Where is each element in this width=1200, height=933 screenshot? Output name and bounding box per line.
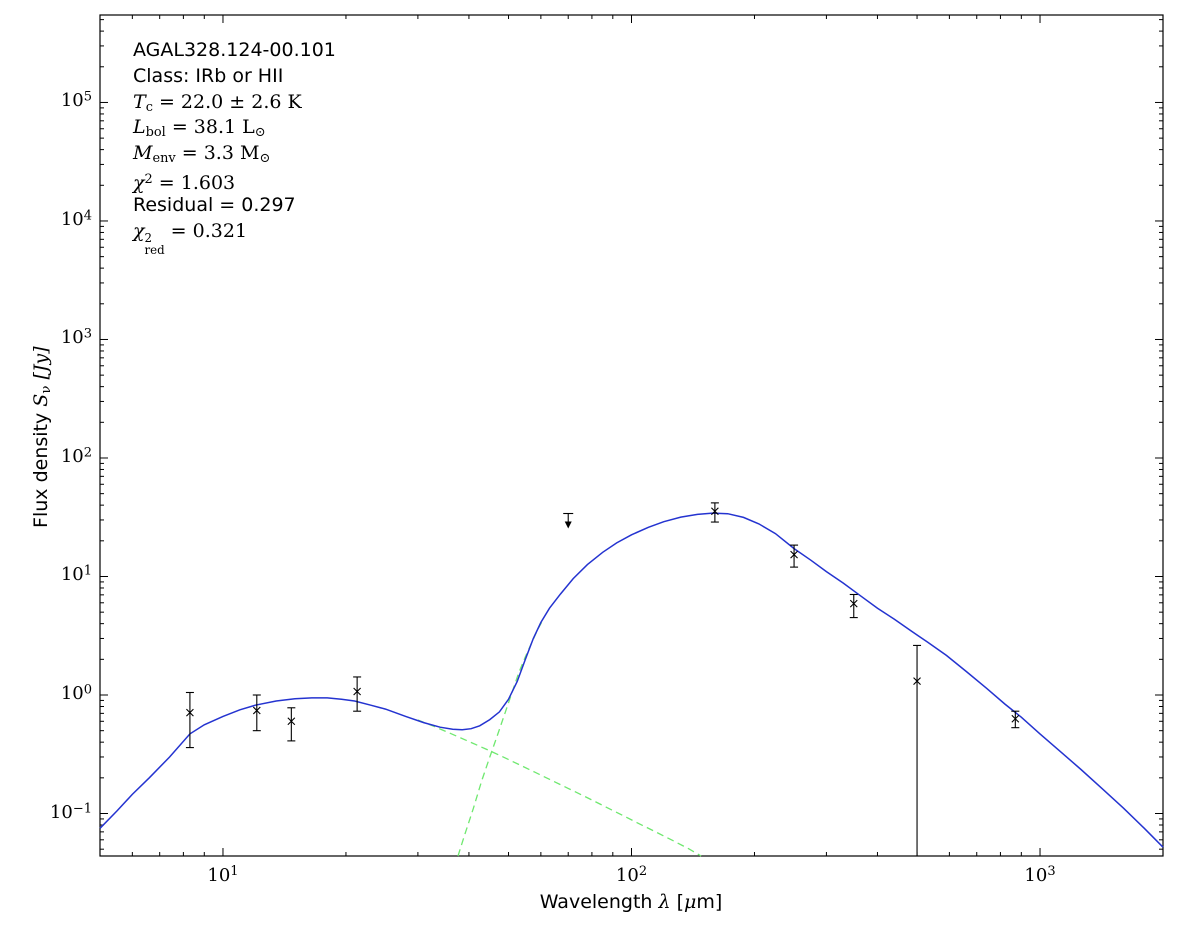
data-point-14.7um (287, 707, 296, 742)
y-tick-label-1e4: 104 (60, 208, 92, 231)
data-point-160um (710, 502, 719, 523)
annotation-source-name: AGAL328.124-00.101 (133, 39, 336, 61)
y-tick-label-1e3: 103 (60, 326, 92, 349)
data-point-21.3um (353, 676, 362, 712)
data-point-250um (790, 544, 799, 568)
y-axis-label: Flux density Sν [Jy] (29, 346, 55, 528)
y-tick-label-1e0: 100 (60, 682, 92, 705)
y-tick-label-1e2: 102 (60, 445, 92, 468)
annotation-envelope-mass: Menv = 3.3 M⊙ (133, 142, 271, 167)
upper-limit-70um (563, 512, 574, 529)
data-points (185, 502, 1020, 856)
annotation-luminosity: Lbol = 38.1 L⊙ (133, 116, 266, 141)
annotation-residual: Residual = 0.297 (133, 193, 296, 216)
cold-component-curve (457, 620, 543, 857)
annotation-chi-squared: χ2 = 1.603 (133, 171, 236, 194)
data-point-500um (913, 644, 922, 856)
x-axis-label: Wavelength λ [μm] (539, 891, 723, 913)
data-point-12.1um (252, 694, 261, 732)
x-tick-label-1e2: 102 (615, 864, 648, 886)
annotation-source-class: Class: IRb or HII (133, 64, 284, 87)
annotation-chi-squared-reduced: χ 2 red = 0.321 (133, 219, 248, 258)
data-point-8.3um (185, 691, 194, 749)
x-tick-label-1e1: 101 (207, 864, 239, 886)
y-tick-label-1e1: 101 (60, 563, 92, 586)
x-tick-label-1e3: 103 (1024, 864, 1056, 886)
warm-component-curve (417, 719, 702, 857)
annotation-block: AGAL328.124-00.101 Class: IRb or HII Tc = … (133, 38, 336, 258)
y-tick-label-1e-1: 10−1 (49, 800, 92, 823)
y-tick-label-1e5: 105 (60, 89, 92, 112)
axis-ticks (100, 15, 1163, 856)
model-total-curve (99, 512, 1164, 848)
data-point-350um (849, 593, 858, 619)
annotation-temperature: Tc = 22.0 ± 2.6 K (133, 90, 302, 115)
data-point-870um (1011, 710, 1020, 729)
